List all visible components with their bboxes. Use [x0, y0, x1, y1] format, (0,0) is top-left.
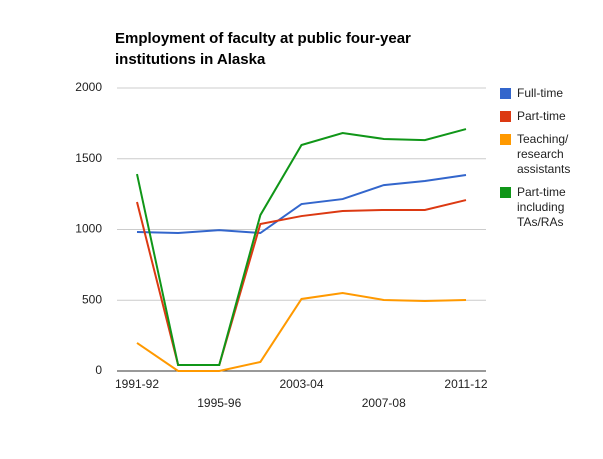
legend-swatch: [500, 88, 511, 99]
x-tick-label: 2011-12: [444, 377, 487, 391]
x-tick-label: 2007-08: [362, 396, 406, 410]
x-tick-label: 2003-04: [279, 377, 323, 391]
series-line: [136, 292, 467, 372]
legend: Full-time Part-time Teaching/ research ass…: [500, 86, 600, 238]
y-tick-label: 0: [95, 363, 102, 377]
chart-title: Employment of faculty at public four-yea…: [115, 30, 411, 68]
series-line: [136, 174, 467, 235]
legend-label: Part-time including TAs/RAs: [517, 185, 566, 229]
legend-swatch: [500, 111, 511, 122]
y-tick-label: 500: [82, 292, 102, 306]
x-tick-label: 1991-92: [115, 377, 159, 391]
series-line: [136, 199, 467, 367]
legend-label: Part-time: [517, 109, 566, 123]
legend-label: Full-time: [517, 86, 564, 100]
legend-label: Teaching/ research assistants: [517, 132, 571, 176]
legend-swatch: [500, 134, 511, 145]
legend-entry: Teaching/ research assistants: [500, 132, 600, 177]
y-tick-label: 2000: [75, 80, 102, 94]
y-tick-label: 1500: [75, 151, 102, 165]
legend-entry: Full-time: [500, 86, 600, 101]
legend-entry: Part-time including TAs/RAs: [500, 185, 600, 230]
legend-swatch: [500, 187, 511, 198]
y-tick-label: 1000: [75, 222, 102, 236]
x-tick-label: 1995-96: [197, 396, 241, 410]
series-line: [136, 128, 467, 367]
legend-entry: Part-time: [500, 109, 600, 124]
